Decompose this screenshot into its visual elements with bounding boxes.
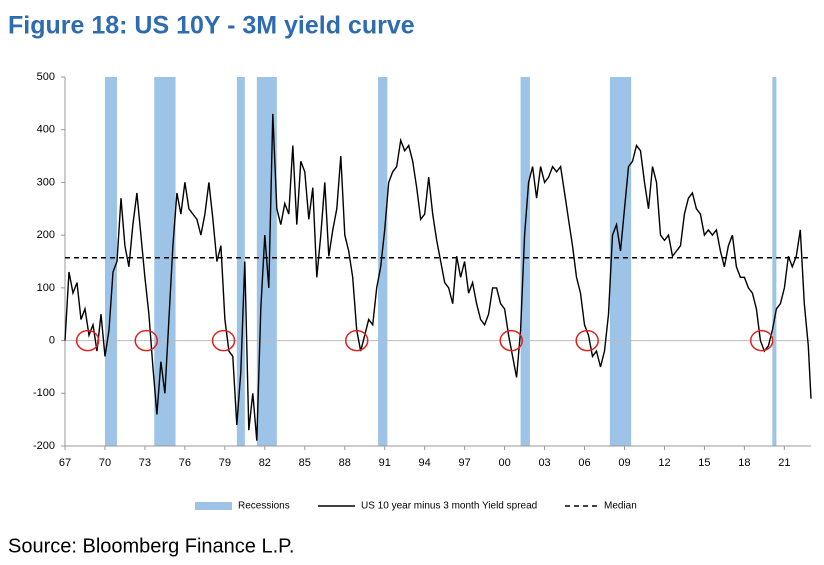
- x-tick-label: 18: [738, 457, 750, 469]
- x-tick-label: 12: [658, 457, 670, 469]
- y-tick-label: 300: [37, 176, 55, 188]
- spread-line: [64, 113, 812, 441]
- source: Source: Bloomberg Finance L.P.: [8, 535, 294, 557]
- recession-band: [236, 77, 245, 446]
- recession-band: [154, 77, 176, 446]
- y-tick-label: -100: [33, 387, 55, 399]
- x-tick-label: 94: [419, 457, 431, 469]
- x-tick-label: 06: [578, 457, 590, 469]
- x-tick-label: 97: [459, 457, 471, 469]
- x-tick-label: 70: [99, 457, 111, 469]
- plot: 500 400 300 200 100 0 -100 -200 67 70 73 76 79 82 85 88…: [33, 71, 812, 512]
- y-tick-label: -200: [33, 440, 55, 452]
- inversion-circle: [75, 329, 100, 352]
- x-tick-label: 00: [498, 457, 510, 469]
- legend-label: US 10 year minus 3 month Yield spread: [361, 501, 537, 512]
- x-tick-label: 09: [618, 457, 630, 469]
- x-tick-label: 21: [778, 457, 790, 469]
- x-tick-label: 85: [299, 457, 311, 469]
- recession-band: [609, 77, 632, 446]
- inversion-circle: [211, 329, 236, 352]
- y-tick-label: 200: [37, 229, 55, 241]
- recession-band: [520, 77, 530, 446]
- x-tick-label: 91: [379, 457, 391, 469]
- recession-band: [104, 77, 117, 446]
- recession-band: [772, 77, 777, 446]
- inversion-circle: [749, 329, 774, 352]
- y-tick-label: 100: [37, 282, 55, 294]
- recession-band: [378, 77, 388, 446]
- x-tick-label: 79: [219, 457, 231, 469]
- inversion-circle: [575, 329, 599, 352]
- x-tick-label: 76: [179, 457, 191, 469]
- inversion-circle: [499, 329, 524, 352]
- y-tick-label: 0: [49, 334, 55, 346]
- inversion-circle: [344, 329, 369, 352]
- y-tick-label: 500: [37, 71, 55, 83]
- y-tick-label: 400: [37, 124, 55, 136]
- x-tick-label: 15: [698, 457, 710, 469]
- legend-swatch: [195, 502, 232, 510]
- x-tick-label: 73: [139, 457, 151, 469]
- x-tick-label: 82: [259, 457, 271, 469]
- legend-label: Median: [604, 501, 637, 512]
- x-tick-label: 67: [59, 457, 71, 469]
- chart-title: Figure 18: US 10Y - 3M yield curve: [8, 12, 415, 40]
- x-tick-label: 03: [538, 457, 550, 469]
- x-tick-label: 88: [339, 457, 351, 469]
- legend-label: Recessions: [238, 501, 290, 512]
- inversion-circle: [134, 329, 159, 352]
